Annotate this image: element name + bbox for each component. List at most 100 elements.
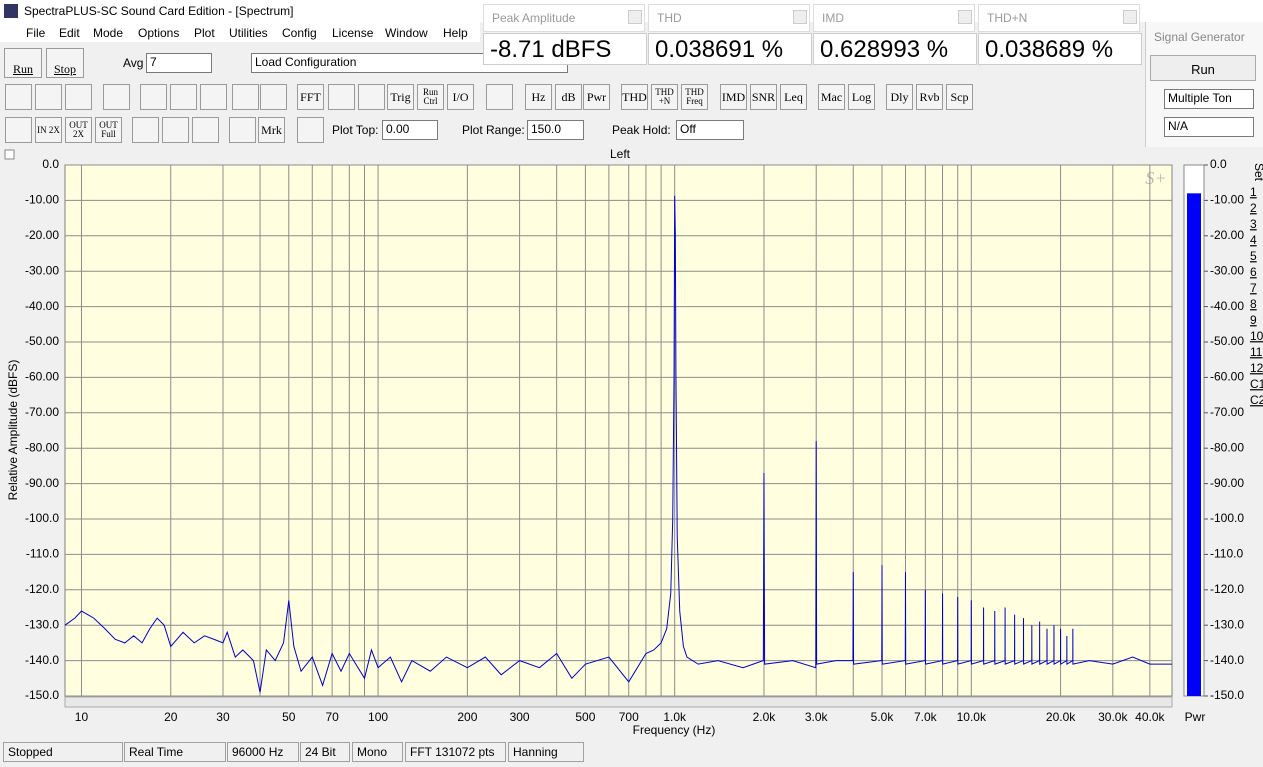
- scrollbar[interactable]: [64, 696, 1173, 708]
- toolbar-button[interactable]: Scp: [946, 84, 973, 110]
- collapse-box[interactable]: [4, 149, 15, 160]
- app-icon: [4, 4, 18, 18]
- toolbar-button[interactable]: Log: [848, 84, 875, 110]
- window-title: SpectraPLUS-SC Sound Card Edition - [Spe…: [24, 4, 294, 18]
- x-tick-label: 5.0k: [871, 710, 895, 724]
- toolbar-button[interactable]: I/O: [447, 84, 474, 110]
- icon-button[interactable]: [65, 84, 92, 110]
- sg-option[interactable]: N/A: [1164, 117, 1254, 137]
- set-item: 1: [1250, 185, 1257, 199]
- meter-frame: [1183, 164, 1205, 697]
- toolbar-button[interactable]: Rvb: [916, 84, 943, 110]
- zoom-button[interactable]: IN 2X: [35, 117, 62, 143]
- toolbar-button[interactable]: Run Ctrl: [417, 84, 444, 110]
- x-tick-label: 30: [216, 710, 230, 724]
- y-tick-label: -60.00: [25, 370, 59, 384]
- menu-item[interactable]: Mode: [93, 26, 124, 40]
- icon-button[interactable]: [5, 84, 32, 110]
- x-tick-label: 40.0k: [1135, 710, 1165, 724]
- menu-item[interactable]: File: [26, 26, 46, 40]
- icon-button[interactable]: [358, 84, 385, 110]
- icon-button[interactable]: [297, 117, 324, 143]
- avg-select[interactable]: 7: [146, 53, 212, 73]
- set-item: 4: [1250, 233, 1257, 247]
- toolbar-button[interactable]: THD Freq: [681, 84, 708, 110]
- toolbar-button[interactable]: Hz: [525, 84, 552, 110]
- toolbar-button[interactable]: IMD: [720, 84, 747, 110]
- toolbar-button[interactable]: dB: [555, 84, 582, 110]
- zoom-button[interactable]: OUT Full: [95, 117, 122, 143]
- y-tick-label: -80.00: [25, 440, 59, 454]
- toolbar-button[interactable]: THD: [621, 84, 648, 110]
- menu-item[interactable]: Window: [385, 26, 428, 40]
- toolbar-button[interactable]: SNR: [750, 84, 777, 110]
- x-tick-label: 100: [368, 710, 388, 724]
- menu-item[interactable]: Help: [443, 26, 468, 40]
- toolbar-button[interactable]: THD +N: [651, 84, 678, 110]
- panel-close[interactable]: [958, 10, 972, 24]
- icon-button[interactable]: [200, 84, 227, 110]
- panel-close[interactable]: [793, 10, 807, 24]
- plot-logo: S+: [1145, 168, 1166, 188]
- icon-button[interactable]: [103, 84, 130, 110]
- icon-button[interactable]: [140, 84, 167, 110]
- y-tick-label: -30.00: [25, 263, 59, 277]
- run-button[interactable]: Run: [4, 48, 42, 78]
- x-axis-title: Frequency (Hz): [633, 723, 716, 737]
- menu-item[interactable]: Options: [138, 26, 180, 40]
- panel-close[interactable]: [628, 10, 642, 24]
- meter-bar: [1187, 193, 1201, 696]
- menu-item[interactable]: Edit: [59, 26, 80, 40]
- x-tick-label: 50: [282, 710, 296, 724]
- menu-item[interactable]: Plot: [194, 26, 215, 40]
- y-tick-label: -120.0: [25, 582, 59, 596]
- plot-range-input[interactable]: 150.0: [527, 120, 584, 140]
- plot-top-input[interactable]: 0.00: [382, 120, 438, 140]
- y-tick-label: -130.0: [25, 617, 59, 631]
- panel-value: 0.038691 %: [648, 33, 812, 65]
- status-cell: FFT 131072 pts: [405, 742, 506, 762]
- chart-title: Left: [610, 147, 631, 161]
- icon-button[interactable]: [260, 84, 287, 110]
- sg-run[interactable]: Run: [1150, 55, 1256, 81]
- toolbar-button[interactable]: Trig: [387, 84, 414, 110]
- icon-button[interactable]: [328, 84, 355, 110]
- toolbar-button[interactable]: Leq: [780, 84, 807, 110]
- icon-button[interactable]: [232, 84, 259, 110]
- icon-button[interactable]: [229, 117, 256, 143]
- panel-close[interactable]: [1123, 10, 1137, 24]
- sg-title: Signal Generator: [1154, 30, 1245, 44]
- meter-tick-label: -40.00: [1210, 299, 1244, 313]
- set-item: 8: [1250, 297, 1257, 311]
- menu-item[interactable]: Utilities: [229, 26, 268, 40]
- icon-button[interactable]: [162, 117, 189, 143]
- marker-button[interactable]: Mrk: [258, 117, 285, 143]
- sg-mode[interactable]: Multiple Ton: [1164, 89, 1254, 109]
- panel-value: -8.71 dBFS: [483, 33, 647, 65]
- toolbar-button[interactable]: Dly: [886, 84, 913, 110]
- stop-button[interactable]: Stop: [46, 48, 84, 78]
- toolbar-button[interactable]: Pwr: [583, 84, 610, 110]
- menu-bar: File Edit Mode Options Plot Utilities Config Li…: [0, 22, 480, 42]
- icon-button[interactable]: [5, 117, 32, 143]
- zoom-button[interactable]: OUT 2X: [65, 117, 92, 143]
- peak-hold-select[interactable]: Off: [676, 120, 744, 140]
- icon-button[interactable]: [35, 84, 62, 110]
- set-item: 3: [1250, 217, 1257, 231]
- plot-range-label: Plot Range:: [462, 123, 525, 137]
- icon-button[interactable]: [192, 117, 219, 143]
- toolbar-button[interactable]: Mac: [818, 84, 845, 110]
- icon-button[interactable]: [486, 84, 513, 110]
- menu-item[interactable]: License: [332, 26, 374, 40]
- panel-title: IMD: [813, 4, 975, 32]
- y-tick-label: 0.0: [42, 157, 59, 171]
- y-tick-label: -40.00: [25, 299, 59, 313]
- icon-button[interactable]: [170, 84, 197, 110]
- menu-item[interactable]: Config: [282, 26, 317, 40]
- y-tick-label: -70.00: [25, 405, 59, 419]
- set-item: 10: [1250, 329, 1263, 343]
- x-tick-label: 3.0k: [805, 710, 829, 724]
- toolbar-button[interactable]: FFT: [297, 84, 324, 110]
- icon-button[interactable]: [132, 117, 159, 143]
- panel-title: Peak Amplitude: [483, 4, 645, 32]
